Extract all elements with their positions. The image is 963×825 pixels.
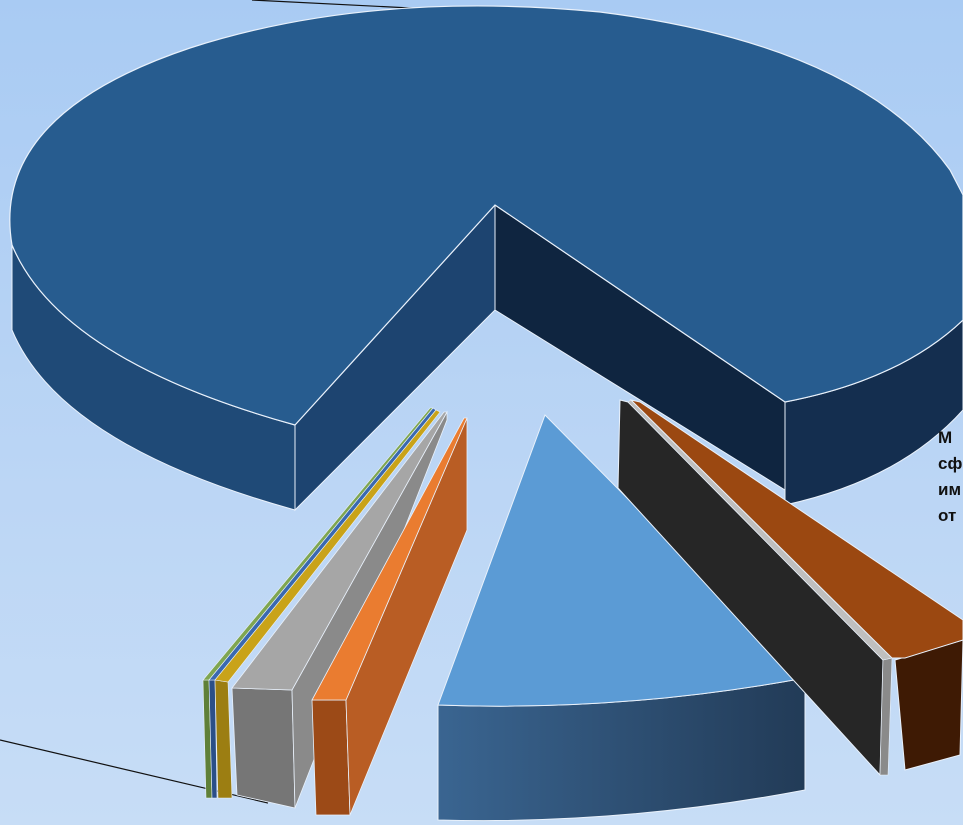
pie-slice-orange (311, 417, 468, 816)
cut-off-label-line-4: от (938, 506, 957, 525)
pie-slice-silver (627, 399, 893, 776)
pie-slice-brown (629, 399, 963, 771)
cut-off-label: М сф им от (938, 425, 963, 529)
pie-slice-main (9, 5, 963, 512)
pie-slice-black (617, 399, 884, 777)
main-slice-top (9, 5, 963, 426)
cut-off-label-line-3: им (938, 480, 962, 499)
cut-off-label-line-1: М (938, 428, 953, 447)
pie-slice-light-blue (437, 414, 807, 822)
pie-slice-blue-thin (208, 407, 437, 799)
cut-off-label-line-2: сф (938, 454, 963, 473)
pie-slice-gold (214, 409, 441, 799)
